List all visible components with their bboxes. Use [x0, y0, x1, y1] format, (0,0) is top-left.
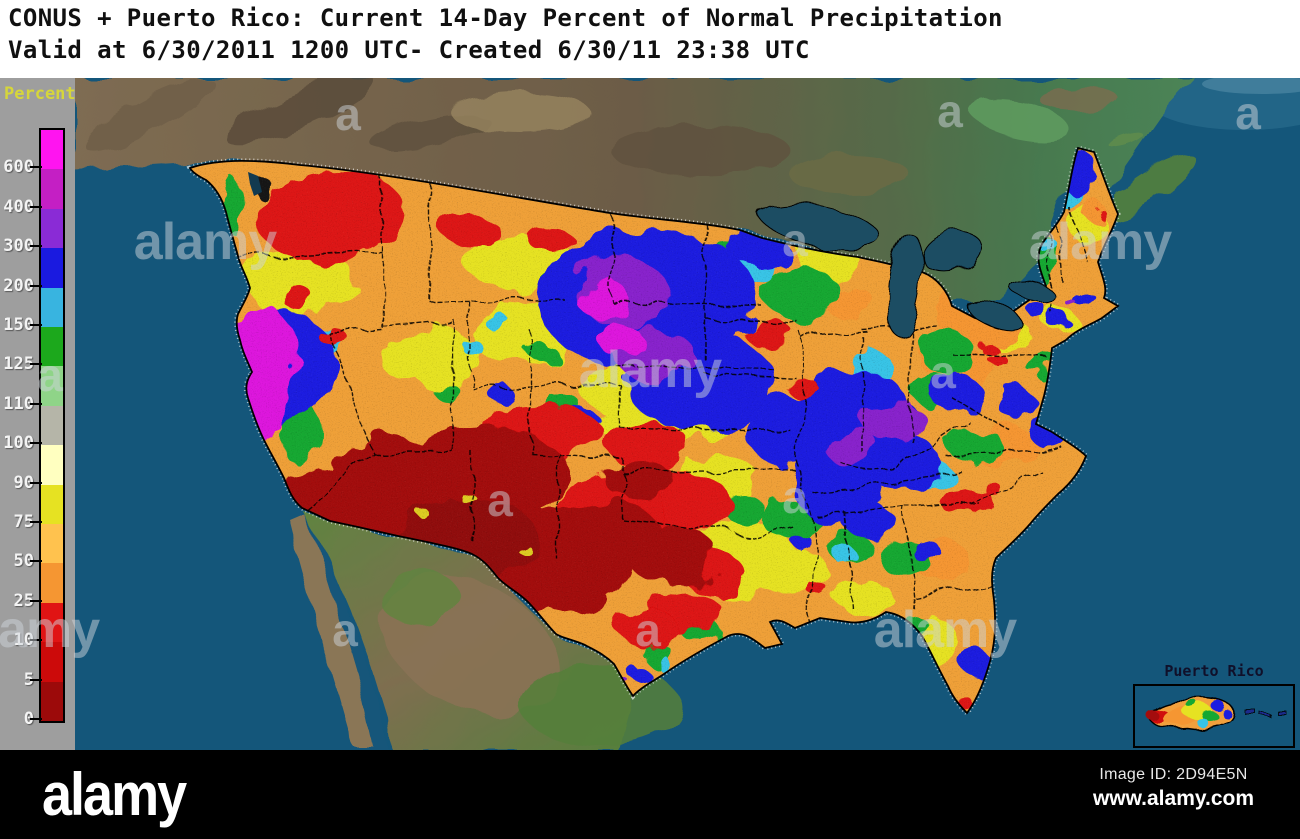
- legend-segment: [41, 366, 63, 406]
- legend-tick-label: 90: [13, 472, 34, 493]
- alamy-logo: alamy: [42, 761, 187, 829]
- legend-segment: [41, 169, 63, 209]
- legend-tick-label: 10: [13, 630, 34, 651]
- legend-tick-mark: [30, 363, 42, 366]
- legend-segment: [41, 602, 63, 643]
- legend-tick-mark: [30, 678, 42, 681]
- header: CONUS + Puerto Rico: Current 14-Day Perc…: [0, 0, 1300, 78]
- ocean-light-patch: [1150, 78, 1300, 130]
- legend-tick-label: 400: [3, 196, 34, 217]
- map-area: [75, 78, 1300, 750]
- legend-tick-mark: [30, 166, 42, 169]
- legend-tick-label: 200: [3, 275, 34, 296]
- legend-tick-label: 600: [3, 157, 34, 178]
- legend-tick-mark: [30, 205, 42, 208]
- legend-tick-mark: [30, 639, 42, 642]
- footer-bar: alamy Image ID: 2D94E5N www.alamy.com: [0, 750, 1300, 839]
- ocean-light-streak: [1202, 78, 1300, 94]
- vieques-island: [1244, 709, 1257, 715]
- lake-ontario: [1009, 280, 1055, 302]
- baja-california: [288, 512, 372, 745]
- legend-segment: [41, 563, 63, 603]
- image-id: Image ID: 2D94E5N: [1099, 766, 1248, 783]
- website-url: www.alamy.com: [1092, 787, 1254, 810]
- legend-panel: Percent 600 400 300 200 150 125 110 100 90 75 50 25…: [0, 78, 76, 750]
- legend-tick-mark: [30, 521, 42, 523]
- inset-label: Puerto Rico: [1164, 662, 1264, 680]
- legend-tick-label: 5: [23, 669, 34, 690]
- legend-segment: [41, 484, 63, 525]
- legend-tick-mark: [30, 402, 42, 405]
- legend-segment: [41, 405, 63, 446]
- nova-scotia: [1100, 155, 1196, 221]
- legend-tick-label: 0: [23, 709, 34, 729]
- legend-tick-label: 100: [3, 433, 34, 454]
- legend-tick-mark: [30, 442, 42, 445]
- great-lakes: [758, 202, 1055, 338]
- lake-erie: [966, 298, 1024, 332]
- legend-tick-mark: [30, 599, 42, 602]
- culebra-island: [1260, 712, 1270, 717]
- page-title: CONUS + Puerto Rico: Current 14-Day Perc…: [8, 4, 1003, 32]
- legend-title: Percent: [4, 84, 76, 104]
- legend-tick-label: 50: [13, 551, 34, 572]
- legend-tick-label: 300: [3, 236, 34, 257]
- puget-sound: [248, 172, 262, 196]
- lake-michigan: [886, 232, 924, 338]
- outer-island: [1273, 707, 1284, 712]
- state-borders: [237, 176, 1089, 629]
- legend-segment: [41, 445, 63, 485]
- legend-tick-label: 25: [13, 590, 34, 611]
- legend-tick-mark: [30, 560, 42, 563]
- legend-segment: [41, 130, 63, 170]
- lake-superior: [758, 202, 882, 250]
- legend-segment: [41, 208, 63, 249]
- legend-tick-label: 150: [3, 315, 34, 335]
- legend-segment: [41, 524, 63, 564]
- legend-colorbar: [39, 128, 65, 723]
- legend-tick-mark: [30, 284, 42, 287]
- puerto-rico-inset: Puerto Rico: [1130, 662, 1298, 750]
- legend-tick-mark: [30, 324, 42, 326]
- lake-huron: [922, 230, 982, 274]
- legend-tick-mark: [30, 481, 42, 484]
- legend-tick-mark: [30, 718, 42, 720]
- legend-segment: [41, 248, 63, 288]
- legend-tick-mark: [30, 245, 42, 248]
- legend-tick-label: 125: [3, 354, 34, 375]
- prince-edward-island: [1108, 132, 1144, 148]
- legend-tick-label: 75: [13, 512, 34, 532]
- legend-segment: [41, 327, 63, 367]
- page-subtitle: Valid at 6/30/2011 1200 UTC- Created 6/3…: [8, 36, 810, 64]
- legend-tick-label: 110: [3, 393, 34, 414]
- legend-segment: [41, 681, 63, 722]
- inset-box: [1133, 684, 1295, 748]
- legend-segment: [41, 642, 63, 682]
- legend-segment: [41, 287, 63, 328]
